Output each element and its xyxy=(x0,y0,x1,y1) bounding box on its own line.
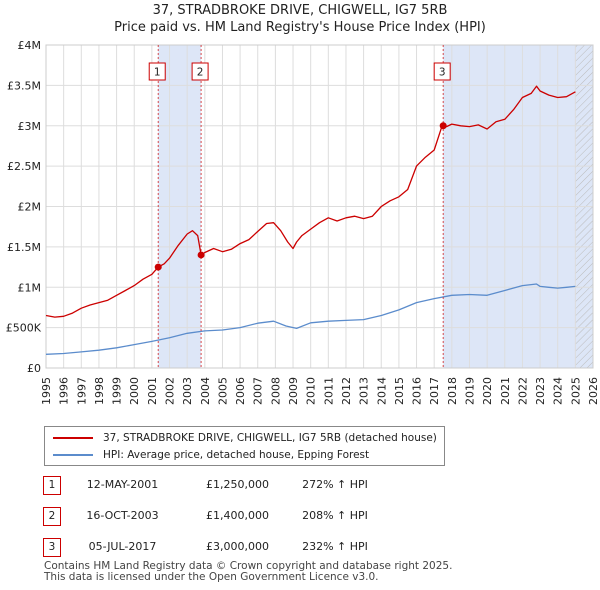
y-tick-label: £3M xyxy=(18,120,42,133)
x-tick-label: 1995 xyxy=(40,377,53,405)
x-tick-label: 1996 xyxy=(58,377,71,405)
transaction-row: 1 12-MAY-2001 £1,250,000 272% ↑ HPI xyxy=(0,474,600,498)
y-tick-label: £500K xyxy=(6,322,42,335)
y-tick-label: £1.5M xyxy=(7,241,41,254)
transaction-date: 16-OCT-2003 xyxy=(86,509,159,522)
transaction-point xyxy=(197,251,205,259)
x-tick-label: 2017 xyxy=(428,377,441,405)
x-tick-label: 1998 xyxy=(93,377,106,405)
transaction-price: £3,000,000 xyxy=(206,540,269,553)
legend-swatch-hpi xyxy=(53,454,93,456)
plot-area xyxy=(45,44,594,369)
transaction-marker: 3 xyxy=(43,538,61,557)
x-tick-label: 2005 xyxy=(216,377,229,405)
x-tick-label: 2003 xyxy=(181,377,194,405)
x-tick-label: 2023 xyxy=(534,377,547,405)
transaction-badge xyxy=(433,62,451,81)
line-chart: £0 £500K £1M £1.5M £2M £2.5M £3M £3.5M £4M 1995 19… xyxy=(6,39,600,405)
chart-title-block: 37, STRADBROKE DRIVE, CHIGWELL, IG7 5RB … xyxy=(0,2,600,36)
x-tick-label: 2013 xyxy=(358,377,371,405)
transaction-badge-label: 2 xyxy=(197,67,204,79)
transaction-badge-label: 3 xyxy=(439,67,446,79)
footer-licence: This data is licensed under the Open Gov… xyxy=(44,571,379,583)
transaction-hpi: 208% ↑ HPI xyxy=(302,509,368,522)
x-tick-label: 2022 xyxy=(516,377,529,405)
x-tick-label: 2019 xyxy=(463,377,476,405)
x-tick-label: 2018 xyxy=(446,377,459,405)
x-tick-label: 2012 xyxy=(340,377,353,405)
x-tick-label: 2015 xyxy=(393,377,406,405)
x-tick-label: 2006 xyxy=(234,377,247,405)
x-tick-label: 2025 xyxy=(569,377,582,405)
y-tick-label: £4M xyxy=(18,39,42,52)
x-tick-label: 2000 xyxy=(128,377,141,405)
transaction-point xyxy=(154,263,162,271)
legend-item-property: 37, STRADBROKE DRIVE, CHIGWELL, IG7 5RB … xyxy=(53,430,437,446)
transaction-price: £1,400,000 xyxy=(206,509,269,522)
x-tick-label: 2024 xyxy=(552,377,565,405)
transaction-badge xyxy=(191,62,209,81)
transaction-marker: 2 xyxy=(43,507,61,526)
x-tick-label: 2011 xyxy=(322,377,335,405)
y-tick-label: £0 xyxy=(27,362,41,375)
y-tick-label: £3.5M xyxy=(7,79,41,92)
x-tick-label: 2014 xyxy=(375,377,388,405)
x-tick-label: 2002 xyxy=(164,377,177,405)
transaction-price: £1,250,000 xyxy=(206,478,269,491)
x-tick-label: 2007 xyxy=(252,377,265,405)
footer: Contains HM Land Registry data © Crown c… xyxy=(44,561,452,583)
x-tick-label: 1999 xyxy=(111,377,124,405)
transaction-marker: 1 xyxy=(43,476,61,495)
transaction-row: 3 05-JUL-2017 £3,000,000 232% ↑ HPI xyxy=(0,536,600,560)
legend-label-hpi: HPI: Average price, detached house, Eppi… xyxy=(103,449,370,461)
x-tick-label: 2001 xyxy=(146,377,159,405)
transaction-row: 2 16-OCT-2003 £1,400,000 208% ↑ HPI xyxy=(0,505,600,529)
x-tick-label: 2010 xyxy=(305,377,318,405)
transaction-date: 05-JUL-2017 xyxy=(88,540,157,553)
legend-item-hpi: HPI: Average price, detached house, Eppi… xyxy=(53,447,369,463)
legend: 37, STRADBROKE DRIVE, CHIGWELL, IG7 5RB … xyxy=(44,426,445,466)
chart-title: 37, STRADBROKE DRIVE, CHIGWELL, IG7 5RB xyxy=(152,3,448,18)
y-tick-label: £2M xyxy=(18,201,42,214)
transaction-badge-label: 1 xyxy=(154,67,161,79)
hpi-series-line xyxy=(45,283,576,355)
legend-label-property: 37, STRADBROKE DRIVE, CHIGWELL, IG7 5RB … xyxy=(103,432,437,444)
transaction-hpi: 232% ↑ HPI xyxy=(302,540,368,553)
x-tick-label: 2020 xyxy=(481,377,494,405)
x-tick-label: 2026 xyxy=(587,377,600,405)
transaction-badge xyxy=(148,62,166,81)
transaction-date: 12-MAY-2001 xyxy=(86,478,159,491)
y-tick-label: £1M xyxy=(18,281,42,294)
x-tick-label: 2021 xyxy=(499,377,512,405)
x-tick-label: 2004 xyxy=(199,377,212,405)
transaction-hpi: 272% ↑ HPI xyxy=(302,478,368,491)
x-tick-label: 2016 xyxy=(411,377,424,405)
property-series-line xyxy=(45,85,576,318)
y-tick-label: £2.5M xyxy=(7,160,41,173)
footer-copyright: Contains HM Land Registry data © Crown c… xyxy=(44,560,453,572)
chart-subtitle: Price paid vs. HM Land Registry's House … xyxy=(114,20,486,35)
x-tick-label: 1997 xyxy=(75,377,88,405)
x-tick-label: 2009 xyxy=(287,377,300,405)
legend-swatch-property xyxy=(53,437,93,439)
transaction-point xyxy=(439,122,447,130)
x-tick-label: 2008 xyxy=(269,377,282,405)
